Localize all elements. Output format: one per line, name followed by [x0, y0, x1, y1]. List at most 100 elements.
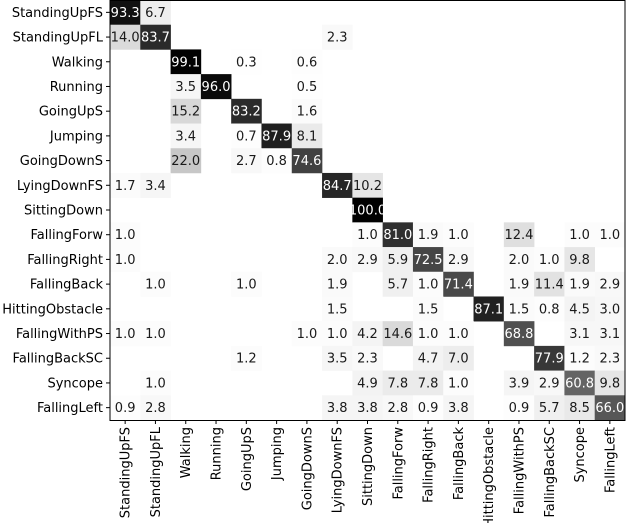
- heatmap-cell: [352, 345, 383, 371]
- heatmap-cell: [322, 321, 353, 347]
- heatmap-cell: [443, 395, 474, 421]
- cell-value-label: 2.9: [600, 278, 621, 293]
- heatmap-cell: [231, 271, 262, 297]
- cell-value-label: 2.9: [448, 253, 469, 268]
- cell-value-label: 99.1: [171, 55, 200, 70]
- heatmap-cell: [110, 172, 141, 198]
- cell-value-label: 84.7: [323, 179, 352, 194]
- cell-value-label: 1.0: [115, 327, 136, 342]
- cell-value-label: 1.0: [448, 228, 469, 243]
- cell-value-label: 4.5: [569, 302, 590, 317]
- cell-value-label: 12.4: [504, 228, 533, 243]
- cell-value-label: 9.8: [600, 376, 621, 391]
- x-tick-label-running: Running: [210, 427, 225, 480]
- heatmap-cell: [534, 296, 565, 322]
- heatmap-cell: [473, 296, 505, 322]
- cell-value-label: 3.5: [175, 80, 196, 95]
- heatmap-cell: [564, 345, 595, 371]
- heatmap-cell: [200, 74, 232, 100]
- heatmap-cell-labels: 93.3 6.7 14.0 83.7 2.3 99.1 0.3 0.6 3.5 96.0 0.5 15…: [111, 6, 625, 416]
- heatmap-cells: [110, 0, 626, 421]
- heatmap-cell: [322, 24, 353, 50]
- cell-value-label: 1.9: [509, 278, 530, 293]
- heatmap-cell: [352, 222, 383, 248]
- heatmap-cell: [261, 148, 293, 174]
- heatmap-cell: [231, 148, 262, 174]
- heatmap-cell: [594, 271, 626, 297]
- heatmap-cell: [170, 49, 202, 75]
- cell-value-label: 0.9: [509, 401, 530, 416]
- cell-value-label: 66.0: [595, 401, 624, 416]
- x-tick-label-falling-back-sc: FallingBackSC: [543, 427, 558, 517]
- heatmap-cell: [352, 395, 383, 421]
- cell-value-label: 83.7: [141, 31, 170, 46]
- x-tick-label-standing-up-fs: StandingUpFS: [119, 427, 134, 518]
- heatmap-cell: [503, 395, 535, 421]
- cell-value-label: 22.0: [171, 154, 200, 169]
- heatmap-cell: [534, 370, 565, 396]
- cell-value-label: 1.0: [418, 327, 439, 342]
- cell-value-label: 2.7: [236, 154, 257, 169]
- heatmap-cell: [291, 74, 323, 100]
- cell-value-label: 93.3: [111, 6, 140, 21]
- cell-value-label: 9.8: [569, 253, 590, 268]
- cell-value-label: 5.7: [539, 401, 560, 416]
- heatmap-cell: [231, 345, 262, 371]
- cell-value-label: 1.0: [145, 327, 166, 342]
- cell-value-label: 2.9: [357, 253, 378, 268]
- heatmap-cell: [534, 345, 565, 371]
- cell-value-label: 1.0: [115, 228, 136, 243]
- heatmap-cell: [412, 247, 444, 273]
- cell-value-label: 3.8: [357, 401, 378, 416]
- cell-value-label: 1.0: [600, 228, 621, 243]
- cell-value-label: 1.2: [569, 352, 590, 367]
- cell-value-label: 0.9: [418, 401, 439, 416]
- x-tick-label-sitting-down: SittingDown: [361, 427, 376, 506]
- heatmap-cell: [261, 123, 293, 149]
- cell-value-label: 2.3: [357, 352, 378, 367]
- cell-value-label: 0.8: [266, 154, 287, 169]
- heatmap-cell: [534, 247, 565, 273]
- cell-value-label: 4.9: [357, 376, 378, 391]
- x-tick-label-jumping: Jumping: [270, 427, 285, 481]
- cell-value-label: 1.6: [297, 105, 318, 120]
- heatmap-cell: [231, 123, 262, 149]
- cell-value-label: 2.0: [509, 253, 530, 268]
- heatmap-cell: [352, 321, 383, 347]
- cell-value-label: 8.1: [297, 129, 318, 144]
- cell-value-label: 100.0: [349, 204, 386, 219]
- cell-value-label: 7.0: [448, 352, 469, 367]
- cell-value-label: 15.2: [171, 105, 200, 120]
- heatmap-cell: [594, 345, 626, 371]
- cell-value-label: 72.5: [414, 253, 443, 268]
- heatmap-cell: [412, 296, 444, 322]
- y-tick-label-running: Running: [50, 80, 103, 95]
- y-tick-label-falling-right: FallingRight: [27, 253, 103, 268]
- x-tick-label-falling-back: FallingBack: [452, 427, 467, 501]
- y-tick-label-falling-left: FallingLeft: [37, 401, 103, 416]
- heatmap-cell: [564, 222, 595, 248]
- cell-value-label: 3.1: [569, 327, 590, 342]
- x-tick-label-falling-with-ps: FallingWithPS: [512, 427, 527, 514]
- y-tick-label-standing-up-fl: StandingUpFL: [13, 31, 104, 46]
- cell-value-label: 1.5: [418, 302, 439, 317]
- heatmap-cell: [110, 24, 141, 50]
- cell-value-label: 83.2: [232, 105, 261, 120]
- heatmap-cell: [443, 345, 474, 371]
- x-tick-label-hitting-obstacle: HittingObstacle: [482, 427, 497, 523]
- heatmap-cell: [140, 271, 171, 297]
- y-tick-label-going-up-s: GoingUpS: [39, 105, 103, 120]
- y-tick-label-jumping: Jumping: [49, 129, 103, 144]
- cell-value-label: 0.3: [236, 55, 257, 70]
- cell-value-label: 87.9: [262, 129, 291, 144]
- cell-value-label: 3.8: [448, 401, 469, 416]
- cell-value-label: 1.0: [115, 253, 136, 268]
- heatmap-cell: [443, 370, 474, 396]
- cell-value-label: 5.9: [387, 253, 408, 268]
- cell-value-label: 1.9: [418, 228, 439, 243]
- heatmap-cell: [412, 370, 444, 396]
- cell-value-label: 60.8: [565, 376, 594, 391]
- heatmap-cell: [594, 321, 626, 347]
- cell-value-label: 2.8: [387, 401, 408, 416]
